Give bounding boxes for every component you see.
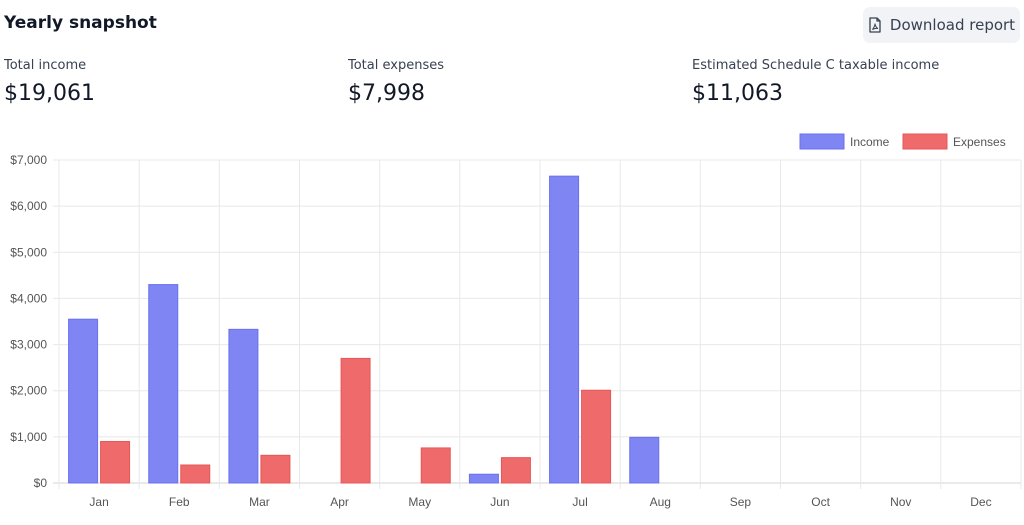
income-bar-mar[interactable] <box>228 328 259 484</box>
y-tick-label: $2,000 <box>10 384 47 398</box>
income-bar-aug[interactable] <box>629 436 660 484</box>
expenses-bar-mar[interactable] <box>260 454 291 484</box>
stat-value: $19,061 <box>4 81 95 106</box>
x-tick-label: Aug <box>650 495 671 509</box>
x-tick-label: Mar <box>249 495 270 509</box>
stat-label: Estimated Schedule C taxable income <box>692 58 940 73</box>
download-report-label: Download report <box>889 16 1016 34</box>
stat-value: $11,063 <box>692 81 783 106</box>
y-tick-label: $7,000 <box>10 153 47 167</box>
stat-total-income: Total income $19,061 <box>4 58 95 106</box>
income-bar-feb[interactable] <box>148 284 179 484</box>
x-tick-label: Sep <box>730 495 752 509</box>
chart-labels: $0 $1,000 $2,000 $3,000 $4,000 $5,000 $6,000 $7… <box>10 153 991 509</box>
income-bar-jul[interactable] <box>549 175 580 484</box>
y-tick-label: $6,000 <box>10 199 47 213</box>
expenses-bar-jun[interactable] <box>500 457 531 484</box>
stat-taxable-income: Estimated Schedule C taxable income $11,… <box>692 58 939 106</box>
y-tick-label: $0 <box>34 476 48 490</box>
header: Yearly snapshot Download report <box>0 0 1024 50</box>
stat-label: Total expenses <box>348 58 444 73</box>
x-tick-label: Jan <box>89 495 108 509</box>
x-tick-label: Jul <box>572 495 587 509</box>
expenses-bar-apr[interactable] <box>340 357 371 484</box>
income-legend-label[interactable]: Income <box>850 135 890 149</box>
y-tick-label: $5,000 <box>10 245 47 259</box>
x-tick-label: Nov <box>890 495 911 509</box>
y-tick-label: $3,000 <box>10 338 47 352</box>
page-title: Yearly snapshot <box>4 13 157 33</box>
chart-bars <box>68 175 660 484</box>
stat-label: Total income <box>4 58 87 73</box>
stat-total-expenses: Total expenses $7,998 <box>348 58 444 106</box>
x-tick-label: Jun <box>490 495 509 509</box>
y-tick-label: $1,000 <box>10 430 47 444</box>
x-tick-label: Apr <box>330 495 349 509</box>
expenses-legend-swatch[interactable] <box>902 133 948 150</box>
expenses-bar-jan[interactable] <box>100 440 131 484</box>
pdf-file-icon <box>869 17 881 33</box>
expenses-bar-jul[interactable] <box>581 389 612 484</box>
x-tick-label: Feb <box>169 495 190 509</box>
income-bar-jan[interactable] <box>68 318 99 484</box>
expenses-legend-label[interactable]: Expenses <box>953 135 1006 149</box>
expenses-bar-feb[interactable] <box>180 464 211 484</box>
stat-value: $7,998 <box>348 81 425 106</box>
y-tick-label: $4,000 <box>10 291 47 305</box>
x-tick-label: May <box>408 495 431 509</box>
income-bar-jun[interactable] <box>468 473 499 484</box>
income-expenses-chart: $0 $1,000 $2,000 $3,000 $4,000 $5,000 $6,000 $7… <box>10 133 1022 509</box>
x-tick-label: Dec <box>970 495 991 509</box>
chart-legend[interactable]: Income Expenses <box>799 133 1006 150</box>
income-legend-swatch[interactable] <box>799 133 845 150</box>
download-report-button[interactable]: Download report <box>863 7 1020 43</box>
x-tick-label: Oct <box>811 495 830 509</box>
chart-grid <box>53 159 1022 489</box>
expenses-bar-may[interactable] <box>420 447 451 484</box>
